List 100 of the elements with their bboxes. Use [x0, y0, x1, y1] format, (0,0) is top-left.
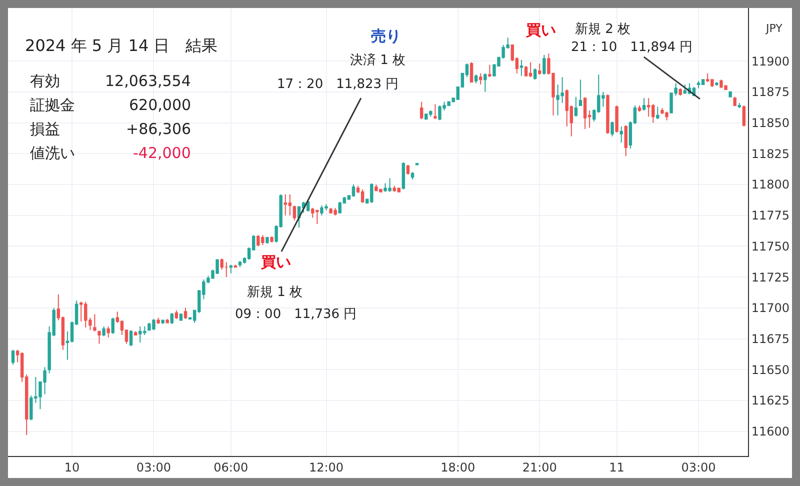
annotation: 買い	[260, 253, 291, 271]
annotation: 17：20 11,823 円	[277, 77, 399, 92]
candlestick	[728, 91, 732, 98]
candlestick	[533, 68, 537, 80]
candlestick	[583, 98, 587, 130]
annotation: +86,306	[126, 120, 192, 138]
annotation: 新規 1 枚	[247, 285, 303, 300]
candlestick	[93, 314, 96, 332]
candlestick	[478, 72, 482, 86]
candlestick	[238, 260, 242, 268]
candlestick	[156, 317, 160, 324]
candlestick	[738, 102, 741, 108]
annotation: -42,000	[133, 144, 191, 162]
x-tick-label: 10	[64, 460, 80, 474]
candlestick	[520, 59, 524, 76]
candlestick	[488, 64, 492, 78]
candlestick	[696, 80, 700, 89]
x-tick-label: 03:00	[681, 460, 716, 474]
candlestick	[161, 320, 164, 324]
y-tick-label: 11900	[751, 54, 790, 68]
candlestick	[184, 307, 188, 320]
candlestick	[420, 101, 424, 120]
candlestick	[406, 164, 410, 176]
candlestick	[542, 54, 546, 76]
annotation: 損益	[30, 120, 60, 138]
y-tick-label: 11650	[751, 362, 790, 377]
y-tick-label: 11875	[751, 85, 790, 100]
candlestick	[402, 162, 406, 190]
y-tick-label: 11600	[751, 424, 790, 439]
candlestick	[610, 121, 614, 137]
y-tick-label: 11825	[751, 146, 790, 161]
annotation: 売り	[371, 27, 401, 45]
y-tick-label: 11625	[751, 394, 790, 408]
y-tick-label: 11725	[751, 270, 790, 284]
x-tick-label: 21:00	[522, 460, 557, 474]
candlestick	[288, 194, 292, 216]
candlestick	[434, 104, 437, 120]
annotation: 値洗い	[30, 144, 75, 162]
x-tick-label: 06:00	[214, 460, 248, 474]
candlestick	[352, 184, 356, 198]
annotation: 新規 2 枚	[575, 22, 631, 37]
candlestick	[678, 88, 682, 96]
candlestick	[170, 312, 174, 324]
candlestick	[474, 74, 478, 84]
annotation: 決済 1 枚	[350, 52, 406, 68]
y-tick-label: 11750	[751, 239, 790, 254]
annotation: 21：10 11,894 円	[571, 40, 693, 55]
candlestick	[106, 326, 110, 338]
candlestick	[98, 330, 101, 344]
y-tick-label: 11700	[751, 301, 790, 316]
annotation: 買い	[525, 21, 556, 39]
candlestick	[174, 310, 178, 320]
candlestick	[624, 124, 628, 157]
x-tick-label: 11	[609, 460, 624, 474]
candlestick	[102, 326, 106, 337]
candlestick	[638, 105, 642, 112]
candlestick	[528, 62, 532, 78]
candlestick	[266, 237, 269, 244]
candlestick	[129, 330, 133, 347]
candlestick	[642, 98, 646, 111]
candlestick	[524, 66, 528, 76]
candlestick	[179, 314, 183, 321]
candlestick	[11, 349, 15, 366]
y-tick-label: 11775	[751, 208, 790, 223]
candlestick	[538, 63, 542, 76]
candlestick	[574, 96, 578, 118]
candlestick	[715, 82, 718, 86]
text: 2024 年 5 月 14 日 結果	[25, 36, 218, 55]
candlestick	[733, 96, 736, 106]
candlestick	[701, 79, 705, 86]
x-tick-label: 03:00	[136, 460, 172, 474]
candlestick	[224, 262, 228, 278]
annotation: 有効	[30, 72, 60, 90]
candlestick	[410, 172, 414, 180]
y-tick-label: 11800	[751, 178, 790, 192]
y-tick-label: 11850	[751, 116, 790, 130]
y-axis-title: JPY	[765, 22, 783, 35]
annotation: 証拠金	[30, 96, 75, 114]
candlestick	[166, 318, 169, 324]
candlestick	[111, 317, 114, 334]
candlestick	[615, 105, 618, 134]
candlestick	[270, 236, 274, 243]
candlestick	[656, 106, 660, 120]
candlestick	[742, 105, 746, 127]
candlestick	[360, 188, 364, 204]
candlestick	[683, 84, 687, 94]
annotation: 12,063,554	[105, 72, 191, 90]
x-tick-label: 12:00	[308, 460, 344, 474]
candlestick	[606, 94, 610, 134]
candlestick	[620, 126, 623, 144]
candlestick	[484, 72, 487, 92]
candlestick	[578, 79, 582, 106]
candlestick	[229, 264, 233, 274]
candlestick	[220, 258, 224, 270]
annotation: 620,000	[129, 96, 192, 114]
x-tick-label: 18:00	[440, 460, 476, 474]
annotation: 09：00 11,736 円	[235, 307, 357, 322]
candlestick	[470, 62, 474, 83]
candlestick	[292, 204, 296, 221]
y-tick-label: 11675	[751, 332, 790, 346]
